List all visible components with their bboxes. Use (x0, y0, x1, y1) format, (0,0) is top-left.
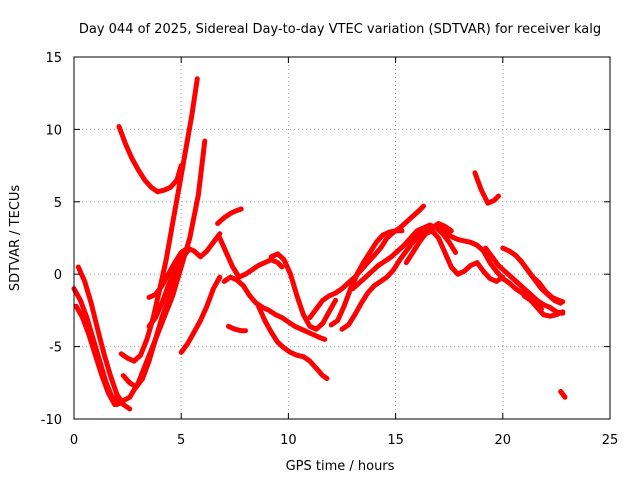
y-axis-label: SDTVAR / TECUs (8, 185, 23, 292)
series-trace-14 (225, 323, 248, 334)
series-trace-10 (178, 274, 223, 355)
series-trace-23 (472, 170, 501, 206)
series-trace-17 (307, 203, 426, 321)
plot-frame (73, 56, 611, 420)
series-trace-15 (255, 303, 330, 381)
series-trace-07 (120, 254, 184, 390)
x-tick-label: 5 (177, 433, 185, 448)
x-tick-label: 0 (70, 433, 78, 448)
series-trace-11 (215, 206, 244, 226)
series-trace-26 (517, 257, 566, 305)
x-tick-label: 20 (495, 433, 512, 448)
series-trace-03 (73, 303, 124, 407)
series-trace-27 (521, 293, 566, 319)
series-trace-20 (350, 222, 459, 292)
series-trace-18 (328, 228, 405, 328)
x-axis-label: GPS time / hours (286, 459, 395, 474)
series-trace-13 (217, 235, 285, 280)
y-tick-label: -10 (41, 413, 62, 428)
y-tick-label: 10 (45, 123, 62, 138)
series-trace-21 (403, 228, 506, 284)
y-tick-label: 15 (45, 51, 62, 66)
series-trace-12 (221, 274, 328, 342)
x-tick-label: 10 (280, 433, 297, 448)
series-trace-08 (146, 231, 223, 300)
series-trace-06 (110, 138, 208, 405)
series-trace-24 (483, 245, 566, 316)
series-trace-05 (116, 124, 184, 195)
series-trace-16 (268, 251, 339, 332)
x-tick-label: 25 (602, 433, 619, 448)
y-tick-label: 0 (54, 268, 62, 283)
y-tick-label: 5 (54, 196, 62, 211)
tick-layer: 0 5 10 15 20 25 -10 -5 0 5 10 15 (41, 51, 619, 448)
series-trace-09 (146, 248, 191, 329)
y-tick-label: -5 (49, 341, 62, 356)
data-layer (71, 76, 568, 412)
series-trace-28 (558, 389, 568, 400)
grid-layer (74, 57, 610, 419)
chart-title: Day 044 of 2025, Sidereal Day-to-day VTE… (79, 22, 601, 37)
x-tick-label: 15 (387, 433, 404, 448)
